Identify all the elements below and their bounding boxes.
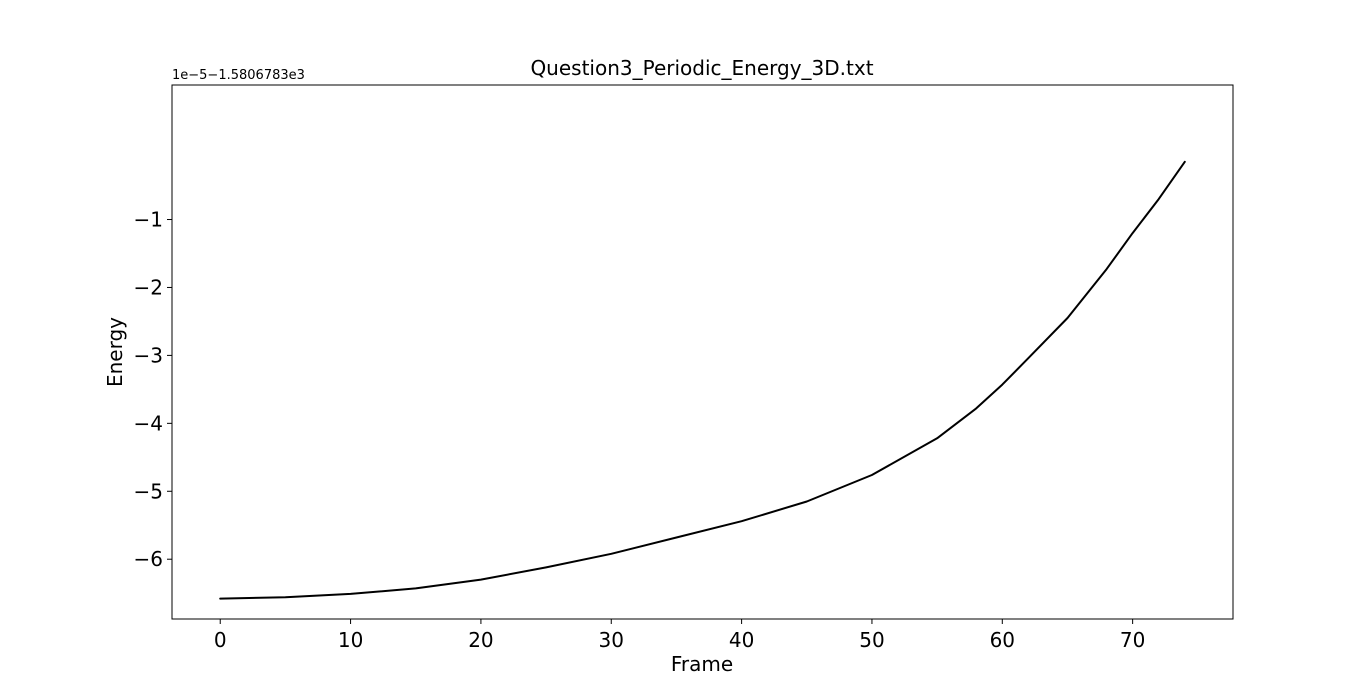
y-axis-offset-text: 1e−5−1.5806783e3 <box>172 68 305 83</box>
y-axis-label: Energy <box>103 317 127 387</box>
x-tick-label: 10 <box>338 628 363 652</box>
y-tick-label: −3 <box>134 343 163 367</box>
y-tick-label: −4 <box>134 411 163 435</box>
y-tick-label: −2 <box>134 275 163 299</box>
x-tick-label: 0 <box>214 628 227 652</box>
plot-area: 0 10 20 30 40 50 60 70 −6 −5 −4 −3 −2 −1 <box>134 84 1234 652</box>
x-tick-label: 20 <box>468 628 493 652</box>
y-tick-label: −6 <box>134 547 163 571</box>
x-tick-label: 60 <box>990 628 1015 652</box>
chart-title: Question3_Periodic_Energy_3D.txt <box>530 56 873 80</box>
y-tick-label: −5 <box>134 479 163 503</box>
plot-frame <box>171 84 1234 620</box>
x-tick-label: 70 <box>1120 628 1145 652</box>
y-tick-label: −1 <box>134 208 163 232</box>
x-tick-label: 40 <box>729 628 754 652</box>
x-tick-label: 50 <box>859 628 884 652</box>
series-line-0 <box>219 160 1186 600</box>
x-tick-label: 30 <box>599 628 624 652</box>
x-axis-label: Frame <box>671 652 733 676</box>
